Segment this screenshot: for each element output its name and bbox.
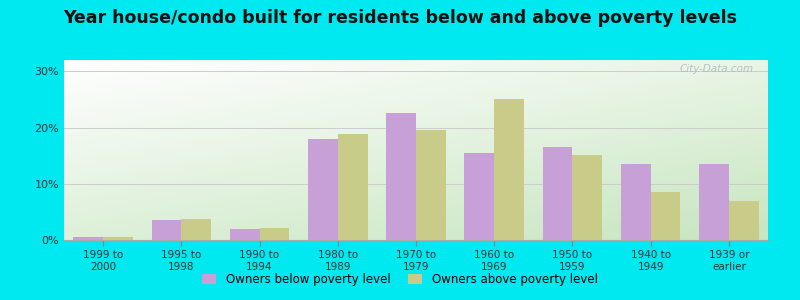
Bar	[650, 192, 680, 240]
Bar	[103, 237, 133, 240]
Text: Year house/condo built for residents below and above poverty levels: Year house/condo built for residents bel…	[63, 9, 737, 27]
Bar	[494, 99, 524, 240]
Bar	[259, 228, 290, 240]
Bar	[542, 147, 573, 240]
Bar	[465, 153, 494, 240]
Text: City-Data.com: City-Data.com	[680, 64, 754, 74]
Bar	[699, 164, 729, 240]
Bar	[152, 220, 182, 240]
Bar	[308, 139, 338, 240]
Bar	[573, 154, 602, 240]
Bar	[74, 237, 103, 240]
Legend: Owners below poverty level, Owners above poverty level: Owners below poverty level, Owners above…	[198, 269, 602, 291]
Bar	[182, 219, 211, 240]
Bar	[621, 164, 650, 240]
Bar	[230, 229, 259, 240]
Bar	[729, 201, 758, 240]
Bar	[386, 113, 416, 240]
Bar	[416, 130, 446, 240]
Bar	[338, 134, 367, 240]
